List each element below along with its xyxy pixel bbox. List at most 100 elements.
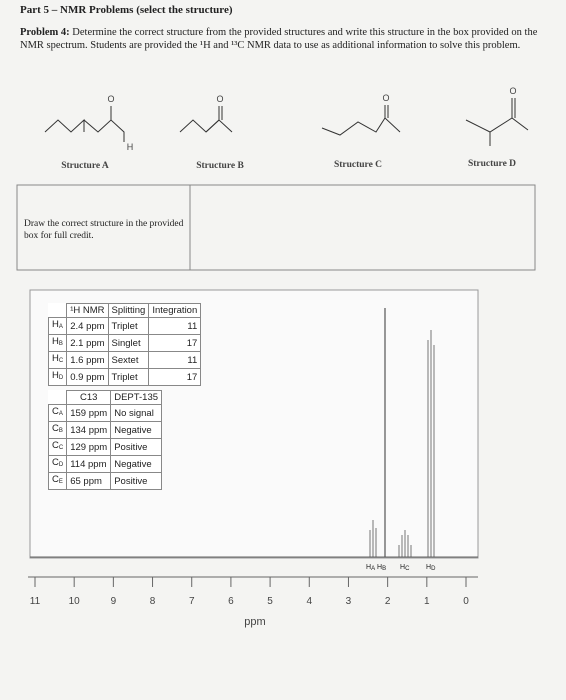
cell: Positive — [110, 472, 163, 490]
label-sub: A — [58, 411, 63, 417]
bond — [465, 117, 529, 133]
blank — [49, 391, 67, 405]
cell: 17 — [148, 368, 202, 386]
peak-label-sub: D — [431, 566, 436, 572]
cell: 65 ppm — [66, 472, 112, 490]
peak-label-letter: H — [426, 564, 432, 571]
row: HD 0.9 ppm Triplet 17 — [47, 368, 202, 386]
row: CE 65 ppm Positive — [47, 472, 163, 490]
cell: Negative — [110, 455, 163, 473]
tick-label: 1 — [424, 596, 430, 607]
tick-label: 5 — [267, 596, 273, 607]
peak-label-sub: A — [371, 566, 376, 572]
x-axis-label: ppm — [244, 616, 265, 628]
label-sub: C — [58, 445, 64, 451]
problem: Problem 4: Determine the correct structu… — [20, 26, 545, 52]
tick-label: 3 — [346, 596, 352, 607]
tick-label: 6 — [228, 596, 234, 607]
row: CB 134 ppm Negative — [47, 421, 163, 439]
label-letter: H — [52, 319, 59, 330]
structure-label: Structure D — [468, 159, 516, 169]
peak-label-letter: H — [400, 564, 406, 571]
bond — [205, 119, 220, 133]
structure-label: Structure C — [334, 160, 382, 170]
tick-label: 9 — [111, 596, 117, 607]
bond — [179, 119, 233, 133]
row-label: CC — [47, 438, 68, 456]
table: ¹H NMR Splitting Integration HA 2.4 ppm Tripl… — [47, 303, 202, 386]
cell: Triplet — [107, 368, 150, 386]
row-label: CE — [47, 472, 68, 490]
title: Part 5 – NMR Problems (select the struct… — [20, 4, 233, 16]
label-letter: C — [52, 406, 59, 417]
tick-label: 7 — [189, 596, 195, 607]
h-nmr-table: ¹H NMR Splitting Integration HA 2.4 ppm Tripl… — [47, 303, 202, 386]
header-row: C13 DEPT-135 — [49, 390, 163, 405]
label-letter: C — [52, 457, 59, 468]
label-sub: D — [58, 462, 64, 468]
problem-label: Problem 4: — [20, 27, 70, 38]
problem-text: Determine the correct structure from the… — [20, 27, 538, 51]
cell: 1.6 ppm — [66, 351, 109, 369]
label-letter: H — [52, 336, 59, 347]
cell: 17 — [148, 334, 202, 352]
blank — [49, 304, 67, 318]
atom: O — [216, 94, 223, 104]
row-label: HD — [47, 368, 68, 386]
peak-label: HD — [426, 564, 435, 572]
header-row: ¹H NMR Splitting Integration — [49, 303, 202, 318]
cell: 159 ppm — [66, 404, 112, 422]
header-cell: DEPT-135 — [110, 390, 163, 405]
cell: Sextet — [107, 351, 150, 369]
cell: Negative — [110, 421, 163, 439]
atom: O — [107, 94, 114, 104]
peak-label-sub: B — [382, 566, 387, 572]
row-label: CB — [47, 421, 68, 439]
tick-label: 11 — [30, 596, 41, 607]
atom: H — [127, 142, 134, 152]
structures — [44, 98, 529, 146]
cell: 129 ppm — [66, 438, 112, 456]
label-sub: B — [58, 341, 63, 347]
label-letter: C — [52, 440, 59, 451]
header-cell: C13 — [66, 390, 112, 405]
row: CA 159 ppm No signal — [47, 404, 163, 422]
tick-label: 10 — [69, 596, 81, 607]
label-letter: C — [52, 474, 59, 485]
cell: 11 — [148, 317, 202, 335]
cell: 2.4 ppm — [66, 317, 109, 335]
peaks — [369, 308, 435, 557]
atom: O — [509, 86, 516, 96]
cell: 2.1 ppm — [66, 334, 109, 352]
bond — [44, 118, 85, 133]
structure-label: Structure A — [61, 161, 109, 171]
header-cell: ¹H NMR — [66, 303, 109, 318]
label-sub: E — [58, 479, 63, 485]
cell: 134 ppm — [66, 421, 112, 439]
label-sub: B — [58, 428, 63, 434]
tick-label: 2 — [385, 596, 391, 607]
label-letter: C — [52, 423, 59, 434]
row-label: HB — [47, 334, 68, 352]
cell: Singlet — [107, 334, 150, 352]
tick-label: 4 — [306, 596, 312, 607]
peak-label: HC — [400, 564, 409, 572]
label-letter: H — [52, 370, 59, 381]
cell: 11 — [148, 351, 202, 369]
label-sub: D — [58, 375, 64, 381]
row: CC 129 ppm Positive — [47, 438, 163, 456]
peak-label-letter: H — [377, 564, 383, 571]
label-letter: H — [52, 353, 59, 364]
cell: No signal — [110, 404, 163, 422]
table: C13 DEPT-135 CA 159 ppm No signal CB 134 ppm Ne… — [47, 390, 163, 490]
header-cell: Integration — [148, 303, 202, 318]
header-cell: Splitting — [107, 303, 150, 318]
cell: Triplet — [107, 317, 150, 335]
tick-label: 8 — [150, 596, 156, 607]
cell: 114 ppm — [66, 455, 112, 473]
c13-table: C13 DEPT-135 CA 159 ppm No signal CB 134 ppm Ne… — [47, 390, 163, 490]
structure-label: Structure B — [196, 161, 244, 171]
label-sub: A — [58, 324, 63, 330]
row-label: HA — [47, 317, 68, 335]
